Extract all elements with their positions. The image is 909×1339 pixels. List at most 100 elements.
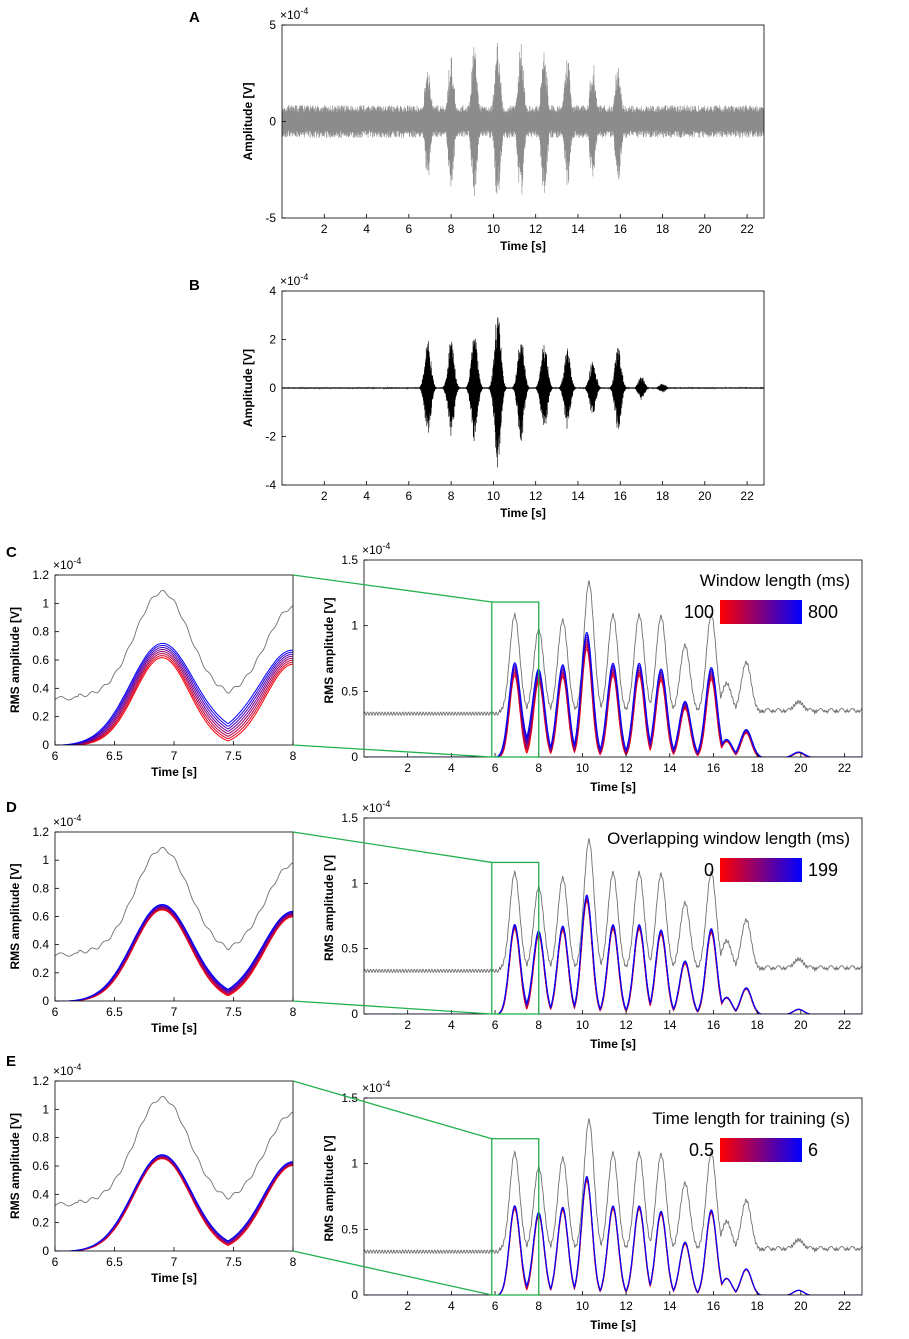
y-tick-label: 0 <box>351 750 358 764</box>
y-tick-label: 0 <box>269 381 276 395</box>
y-tick-label: 0.4 <box>32 1187 49 1201</box>
x-tick-label: 6 <box>492 761 499 775</box>
y-tick-label: 0.8 <box>32 881 49 895</box>
x-tick-label: 12 <box>619 1299 633 1313</box>
exponent-base: ×10 <box>280 8 301 22</box>
exponent-base: ×10 <box>53 558 74 572</box>
x-tick-label: 6 <box>52 1255 59 1269</box>
main-reference-trace <box>364 580 862 716</box>
x-tick-label: 10 <box>576 761 590 775</box>
y-tick-label: 0.4 <box>32 938 49 952</box>
zoom-reference-trace <box>55 1095 293 1207</box>
y-tick-label: 0.6 <box>32 653 49 667</box>
x-tick-label: 6.5 <box>106 1005 123 1019</box>
y-axis-label: Amplitude [V] <box>241 349 255 427</box>
zoom-x-axis-label: Time [s] <box>151 1021 197 1035</box>
main-reference-trace <box>364 837 862 974</box>
x-tick-label: 20 <box>698 222 712 236</box>
exponent-power: -4 <box>382 541 390 551</box>
y-tick-label: -2 <box>265 430 276 444</box>
main-series-3 <box>364 1178 862 1295</box>
x-tick-label: 7 <box>171 1005 178 1019</box>
x-tick-label: 4 <box>363 489 370 503</box>
x-tick-label: 16 <box>707 761 721 775</box>
x-tick-label: 14 <box>571 222 585 236</box>
legend-max-value: 199 <box>808 860 838 880</box>
legend-min-value: 0.5 <box>689 1140 714 1160</box>
zoom-series-2 <box>55 1157 293 1251</box>
x-tick-label: 8 <box>290 1255 297 1269</box>
axis-exponent: ×10-4 <box>362 541 390 557</box>
zoom-series-7 <box>55 644 293 745</box>
zoom-connector-top <box>292 831 492 864</box>
y-tick-label: 0 <box>42 738 49 752</box>
zoom-y-axis-label: RMS amplitude [V] <box>8 607 22 713</box>
x-tick-label: 12 <box>529 489 543 503</box>
x-tick-label: 22 <box>838 1299 852 1313</box>
main-series-3 <box>364 643 862 757</box>
main-series-8 <box>364 631 862 757</box>
y-tick-label: 1.2 <box>32 825 49 839</box>
zoom-connector-bottom <box>292 744 492 758</box>
y-axis-label: Amplitude [V] <box>241 83 255 161</box>
legend-colorbar <box>720 600 802 624</box>
zoom-connector-bottom <box>292 1000 492 1015</box>
y-tick-label: 0.6 <box>32 910 49 924</box>
zoom-connector-bottom <box>292 1250 492 1296</box>
x-tick-label: 22 <box>740 222 754 236</box>
x-tick-label: 4 <box>363 222 370 236</box>
y-tick-label: 1.5 <box>341 553 358 567</box>
x-tick-label: 6.5 <box>106 749 123 763</box>
x-tick-label: 6 <box>405 222 412 236</box>
x-tick-label: 6 <box>492 1018 499 1032</box>
zoom-series-7 <box>55 904 293 1001</box>
legend-min-value: 0 <box>704 860 714 880</box>
y-tick-label: 0.6 <box>32 1159 49 1173</box>
x-tick-label: 18 <box>656 222 670 236</box>
x-tick-label: 2 <box>404 761 411 775</box>
main-series-5 <box>364 897 862 1014</box>
x-tick-label: 18 <box>750 761 764 775</box>
zoom-series-6 <box>55 647 293 745</box>
axis-exponent: ×10-4 <box>53 556 81 572</box>
panel-c: C6 6.5 7 7.5 800.20.40.60.811.22 4 6 8 10 12 14 16 1… <box>6 541 863 794</box>
x-tick-label: 7 <box>171 1255 178 1269</box>
signal-trace <box>282 317 764 468</box>
axis-exponent: ×10-4 <box>362 1079 390 1095</box>
y-tick-label: 0.5 <box>341 684 358 698</box>
main-series-1 <box>364 648 862 757</box>
zoom-series-6 <box>55 905 293 1001</box>
x-tick-label: 8 <box>535 1299 542 1313</box>
zoom-region-box <box>491 861 540 1015</box>
main-x-axis-label: Time [s] <box>590 780 636 794</box>
exponent-power: -4 <box>73 556 81 566</box>
x-tick-label: 16 <box>707 1018 721 1032</box>
legend-max-value: 800 <box>808 602 838 622</box>
zoom-reference-trace <box>55 589 293 701</box>
y-tick-label: 0 <box>269 115 276 129</box>
x-tick-label: 8 <box>290 1005 297 1019</box>
main-series-7 <box>364 634 862 757</box>
zoom-x-axis-label: Time [s] <box>151 1271 197 1285</box>
main-x-axis-label: Time [s] <box>590 1037 636 1051</box>
y-tick-label: -4 <box>265 478 276 492</box>
zoom-series-1 <box>55 1158 293 1251</box>
exponent-power: -4 <box>73 1062 81 1072</box>
x-tick-label: 4 <box>448 1299 455 1313</box>
legend-min-value: 100 <box>684 602 714 622</box>
x-tick-label: 6 <box>405 489 412 503</box>
zoom-series-2 <box>55 655 293 745</box>
color-legend: Time length for training (s) 0.5 6 <box>652 1109 850 1162</box>
main-series-4 <box>364 898 862 1014</box>
main-series-5 <box>364 639 862 757</box>
legend-colorbar <box>720 1138 802 1162</box>
color-legend: Overlapping window length (ms) 0 199 <box>607 829 850 882</box>
zoom-reference-trace <box>55 846 293 957</box>
x-tick-label: 8 <box>535 761 542 775</box>
x-tick-label: 18 <box>750 1299 764 1313</box>
main-y-axis-label: RMS amplitude [V] <box>322 1135 336 1241</box>
zoom-connector-top <box>292 1080 492 1140</box>
main-x-axis-label: Time [s] <box>590 1318 636 1332</box>
y-tick-label: 0 <box>42 1244 49 1258</box>
